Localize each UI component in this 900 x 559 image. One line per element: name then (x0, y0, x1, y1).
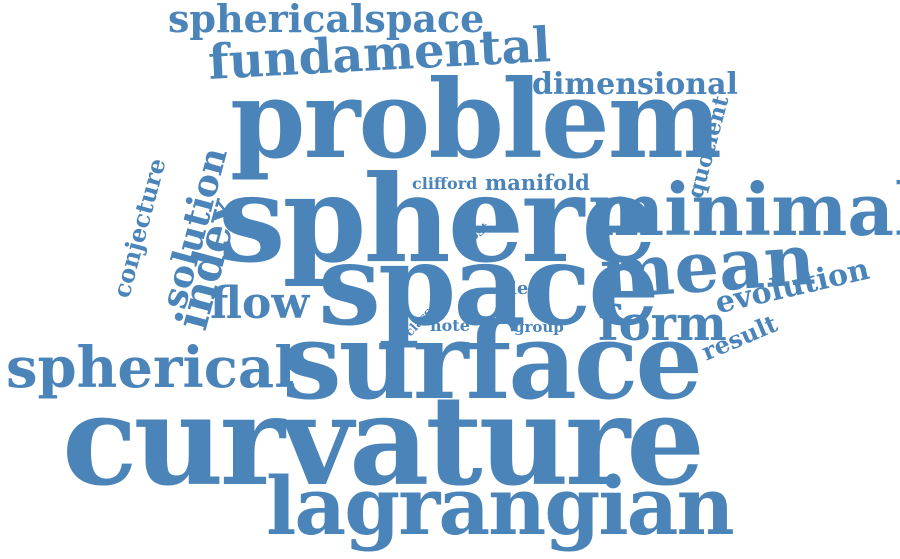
word-lagrangian: lagrangian (266, 459, 735, 553)
word-problem: problem (230, 57, 722, 183)
word-flow: flow (210, 278, 310, 329)
word-surface: surface (282, 298, 703, 423)
word-group: group (514, 318, 564, 336)
word-curvature: curvature (62, 369, 705, 514)
word-minimal: minimal (588, 167, 900, 252)
word-len: len (510, 278, 542, 299)
word-clifford: clifford (412, 174, 478, 193)
word-space: space (318, 220, 659, 351)
word-spherical: spherical (6, 335, 296, 401)
word-note: note (430, 316, 470, 335)
word-manifold: manifold (485, 170, 590, 195)
word-form: form (598, 296, 727, 352)
word-sphere: sphere (218, 149, 658, 290)
word-dimensional: dimensional (532, 67, 738, 102)
word-sphericalspace: sphericalspace (168, 0, 485, 41)
